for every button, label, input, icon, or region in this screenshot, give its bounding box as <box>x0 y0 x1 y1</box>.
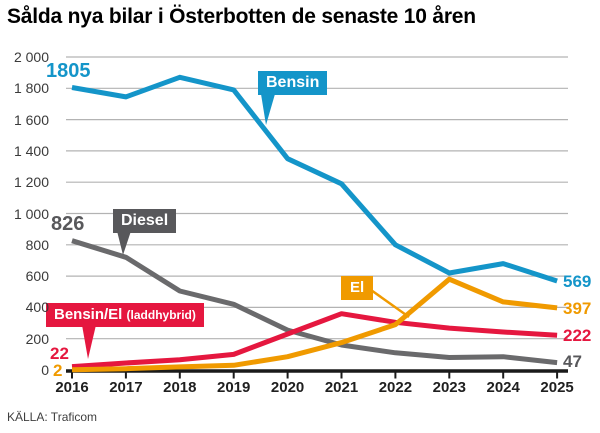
x-axis-tick-label: 2025 <box>540 379 574 396</box>
hybrid-badge-pointer <box>82 325 96 359</box>
y-axis-tick-label: 400 <box>25 299 49 316</box>
value-label-bensin-start: 1805 <box>46 60 91 82</box>
value-label-el-end: 397 <box>563 299 592 318</box>
bensin-badge-pointer <box>261 94 275 125</box>
value-label-diesel-start: 826 <box>51 213 85 235</box>
legend-badge-hybrid-main: Bensin/El <box>54 306 123 323</box>
value-label-hybrid-start: 22 <box>50 344 69 363</box>
x-axis-tick-label: 2021 <box>324 379 359 396</box>
series-line-bensin <box>71 74 558 284</box>
y-axis-tick-label: 800 <box>25 236 49 253</box>
legend-badge-el: El <box>341 276 374 300</box>
y-axis-tick-label: 600 <box>25 268 49 285</box>
x-axis-tick-label: 2022 <box>378 379 413 396</box>
legend-badge-diesel: Diesel <box>113 209 177 233</box>
el-badge-pointer <box>370 288 410 319</box>
legend-badge-hybrid: Bensin/El (laddhybrid) <box>46 303 204 327</box>
x-axis-tick-label: 2017 <box>109 379 143 396</box>
legend-badge-hybrid-paren: (laddhybrid) <box>126 308 196 322</box>
y-axis-tick-label: 200 <box>25 330 49 347</box>
y-axis-tick-label: 2 000 <box>13 49 49 65</box>
source-credit: KÄLLA: Traficom <box>7 410 98 424</box>
x-axis-tick-label: 2020 <box>270 379 305 396</box>
x-axis-tick-label: 2024 <box>486 379 520 396</box>
y-axis-tick-label: 0 <box>41 362 49 378</box>
x-axis-tick-label: 2018 <box>163 379 197 396</box>
y-axis-tick-label: 1 000 <box>13 205 49 222</box>
chart-title: Sålda nya bilar i Österbotten de senaste… <box>7 5 476 28</box>
y-axis-tick-label: 1 200 <box>13 174 49 191</box>
x-axis-tick-label: 2016 <box>55 379 89 396</box>
y-axis-tick-label: 1 800 <box>13 80 49 97</box>
series-line-bensin-el-laddhybrid- <box>71 311 558 370</box>
value-label-bensin-end: 569 <box>563 272 592 291</box>
legend-badge-bensin: Bensin <box>258 71 328 95</box>
x-axis-tick-label: 2023 <box>432 379 466 396</box>
y-axis-tick-label: 1 400 <box>13 142 49 159</box>
diesel-badge-pointer <box>117 231 131 255</box>
value-label-hybrid-end: 222 <box>563 326 592 345</box>
series-line-el <box>71 276 558 373</box>
value-label-el-start: 2 <box>53 361 63 380</box>
series-lines <box>71 74 558 373</box>
y-axis-tick-label: 1 600 <box>13 111 49 128</box>
label-pointers <box>82 94 410 359</box>
x-axis-tick-label: 2019 <box>217 379 251 396</box>
value-label-diesel-end: 47 <box>563 352 582 371</box>
series-line-diesel <box>71 238 558 366</box>
